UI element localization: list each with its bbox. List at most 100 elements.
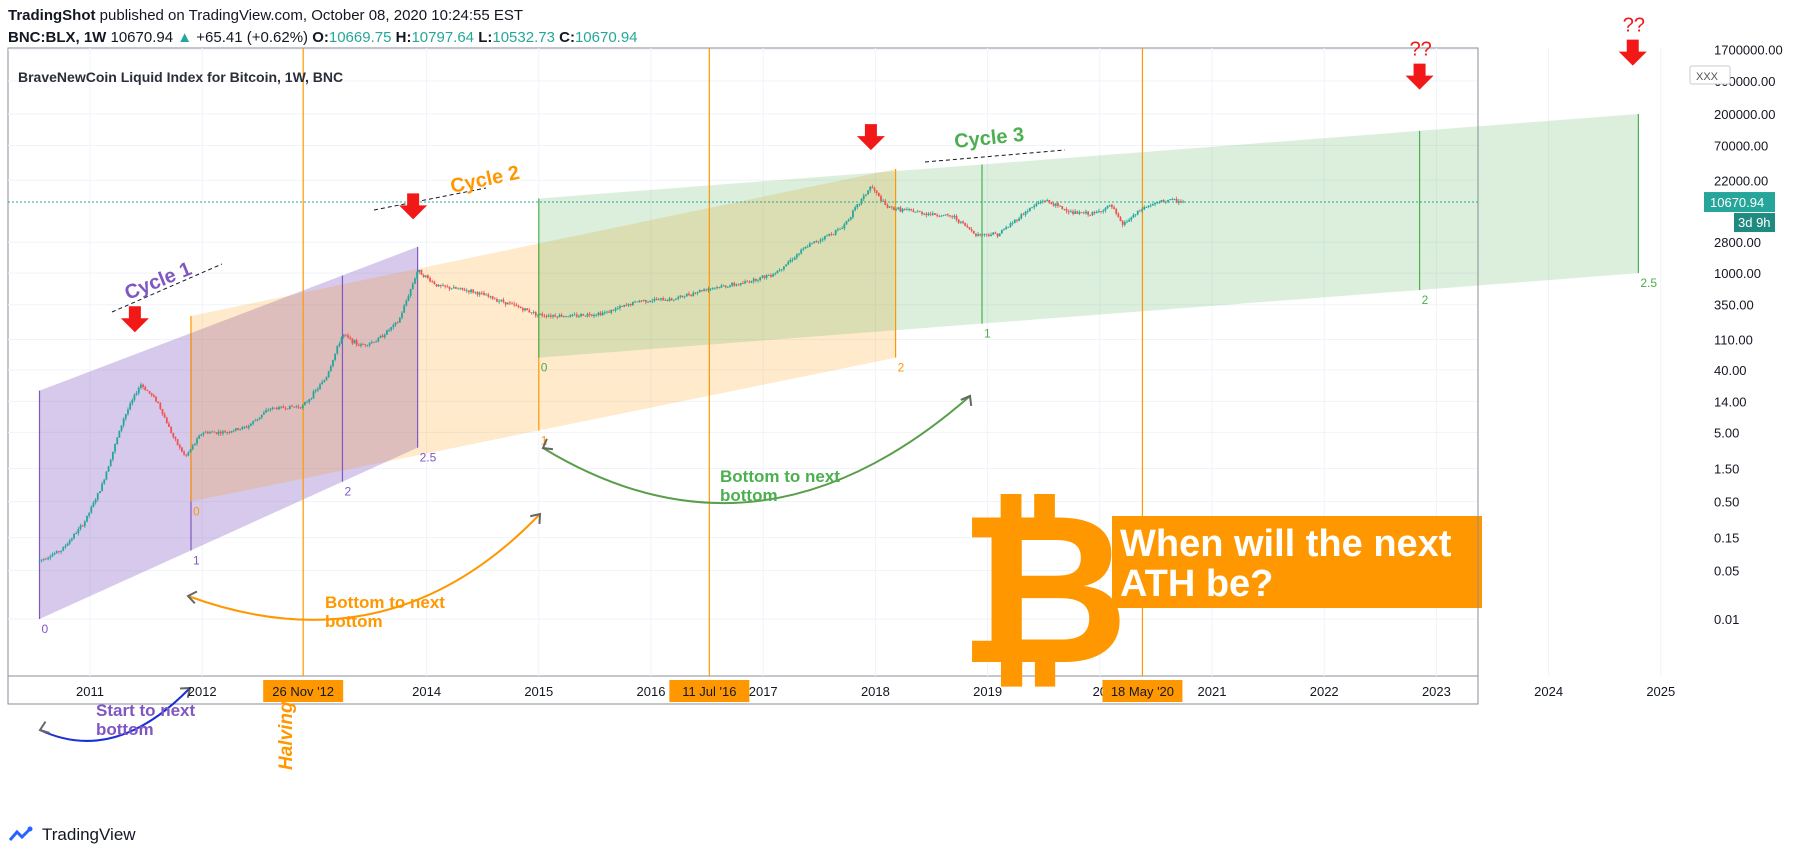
- candle-body: [1130, 217, 1133, 220]
- candle-body: [629, 304, 632, 306]
- tradingview-logo-icon: [8, 826, 33, 841]
- candle-body: [623, 304, 626, 307]
- candle-body: [325, 376, 328, 381]
- candle-body: [601, 312, 604, 316]
- candle-body: [1054, 203, 1057, 206]
- candle-body: [219, 431, 222, 434]
- candle-body: [1037, 203, 1040, 204]
- y-tick-label: 1.50: [1714, 461, 1739, 476]
- candle-body: [450, 288, 453, 290]
- candle-body: [703, 289, 705, 292]
- candle-body: [580, 314, 582, 317]
- candle-body: [962, 221, 964, 224]
- candle-body: [511, 303, 513, 305]
- publisher-name[interactable]: TradingShot: [8, 7, 96, 24]
- halving-label: Halving 1: [276, 686, 297, 770]
- candle-body: [590, 314, 593, 316]
- candle-body: [795, 254, 798, 258]
- candle-body: [826, 235, 828, 237]
- candle-body: [994, 232, 997, 234]
- candle-body: [921, 212, 923, 215]
- candle-body: [972, 230, 975, 234]
- candle-body: [690, 295, 693, 296]
- candle-body: [944, 214, 947, 216]
- candle-body: [60, 550, 62, 552]
- candle-body: [1102, 210, 1105, 212]
- candle-body: [847, 219, 850, 221]
- candle-body: [603, 312, 606, 313]
- candle-body: [804, 246, 807, 249]
- candle-body: [209, 432, 211, 434]
- candle-body: [1031, 207, 1033, 208]
- chart-title: BraveNewCoin Liquid Index for Bitcoin, 1…: [18, 69, 343, 85]
- candle-body: [86, 515, 88, 522]
- candle-body: [515, 304, 518, 306]
- candle-body: [1080, 212, 1083, 214]
- candle-body: [526, 308, 529, 311]
- candle-body: [772, 274, 775, 277]
- candle-body: [923, 213, 926, 215]
- candle-body: [1076, 211, 1079, 214]
- x-tick-label: 2019: [973, 684, 1002, 699]
- cycle-trend-line: [111, 263, 223, 313]
- candle-body: [679, 295, 682, 297]
- candle-body: [90, 506, 93, 513]
- candle-body: [657, 299, 660, 301]
- candle-body: [204, 431, 207, 433]
- candle-body: [1151, 204, 1154, 206]
- candle-body: [938, 215, 941, 217]
- candle-body: [763, 275, 766, 278]
- symbol-label[interactable]: BNC:BLX, 1W: [8, 29, 107, 46]
- bottom-arrow-curve: [187, 513, 541, 621]
- candle-body: [742, 283, 744, 284]
- candle-body: [808, 243, 811, 247]
- candle-body: [308, 399, 311, 403]
- candle-body: [1167, 200, 1169, 202]
- candle-body: [446, 286, 449, 288]
- candle-body: [981, 234, 984, 236]
- candle-body: [288, 405, 291, 410]
- low-value: 10532.73: [492, 29, 555, 46]
- candle-body: [191, 445, 194, 450]
- candle-body: [1182, 201, 1184, 203]
- scale-button: [1689, 65, 1731, 85]
- candle-body: [1164, 201, 1167, 203]
- footer-brand[interactable]: TradingView: [42, 825, 136, 844]
- candle-body: [1057, 203, 1059, 206]
- candle-body: [461, 287, 464, 290]
- candle-body: [480, 292, 483, 294]
- candle-body: [312, 391, 315, 399]
- candle-body: [662, 298, 664, 301]
- candle-body: [133, 394, 136, 400]
- candle-body: [968, 227, 971, 230]
- footer: TradingView: [8, 822, 136, 848]
- candle-body: [155, 396, 157, 402]
- candle-body: [340, 336, 343, 344]
- candle-body: [765, 275, 768, 278]
- y-tick-label: 0.15: [1714, 531, 1739, 546]
- candle-body: [338, 343, 341, 347]
- candle-body: [651, 300, 654, 302]
- cycle-trend-line: [924, 149, 1066, 163]
- candle-body: [140, 384, 142, 388]
- candle-body: [183, 451, 185, 455]
- candle-body: [1119, 217, 1122, 222]
- last-price: 10670.94: [110, 29, 174, 46]
- candle-body: [636, 301, 639, 303]
- candle-body: [582, 314, 585, 316]
- y-tick-label: 22000.00: [1714, 173, 1768, 188]
- candle-body: [129, 403, 132, 410]
- candle-body: [40, 559, 43, 561]
- candle-body: [573, 314, 576, 316]
- candle-body: [1048, 200, 1051, 203]
- candle-body: [707, 288, 710, 291]
- candle-body: [299, 407, 302, 409]
- candle-body: [1016, 219, 1018, 221]
- candle-body: [232, 430, 235, 432]
- candle-body: [370, 341, 373, 344]
- candle-body: [1063, 209, 1066, 210]
- candle-body: [1143, 207, 1146, 210]
- bottom-arrow-label: Start to next: [96, 701, 196, 720]
- candle-body: [88, 512, 91, 516]
